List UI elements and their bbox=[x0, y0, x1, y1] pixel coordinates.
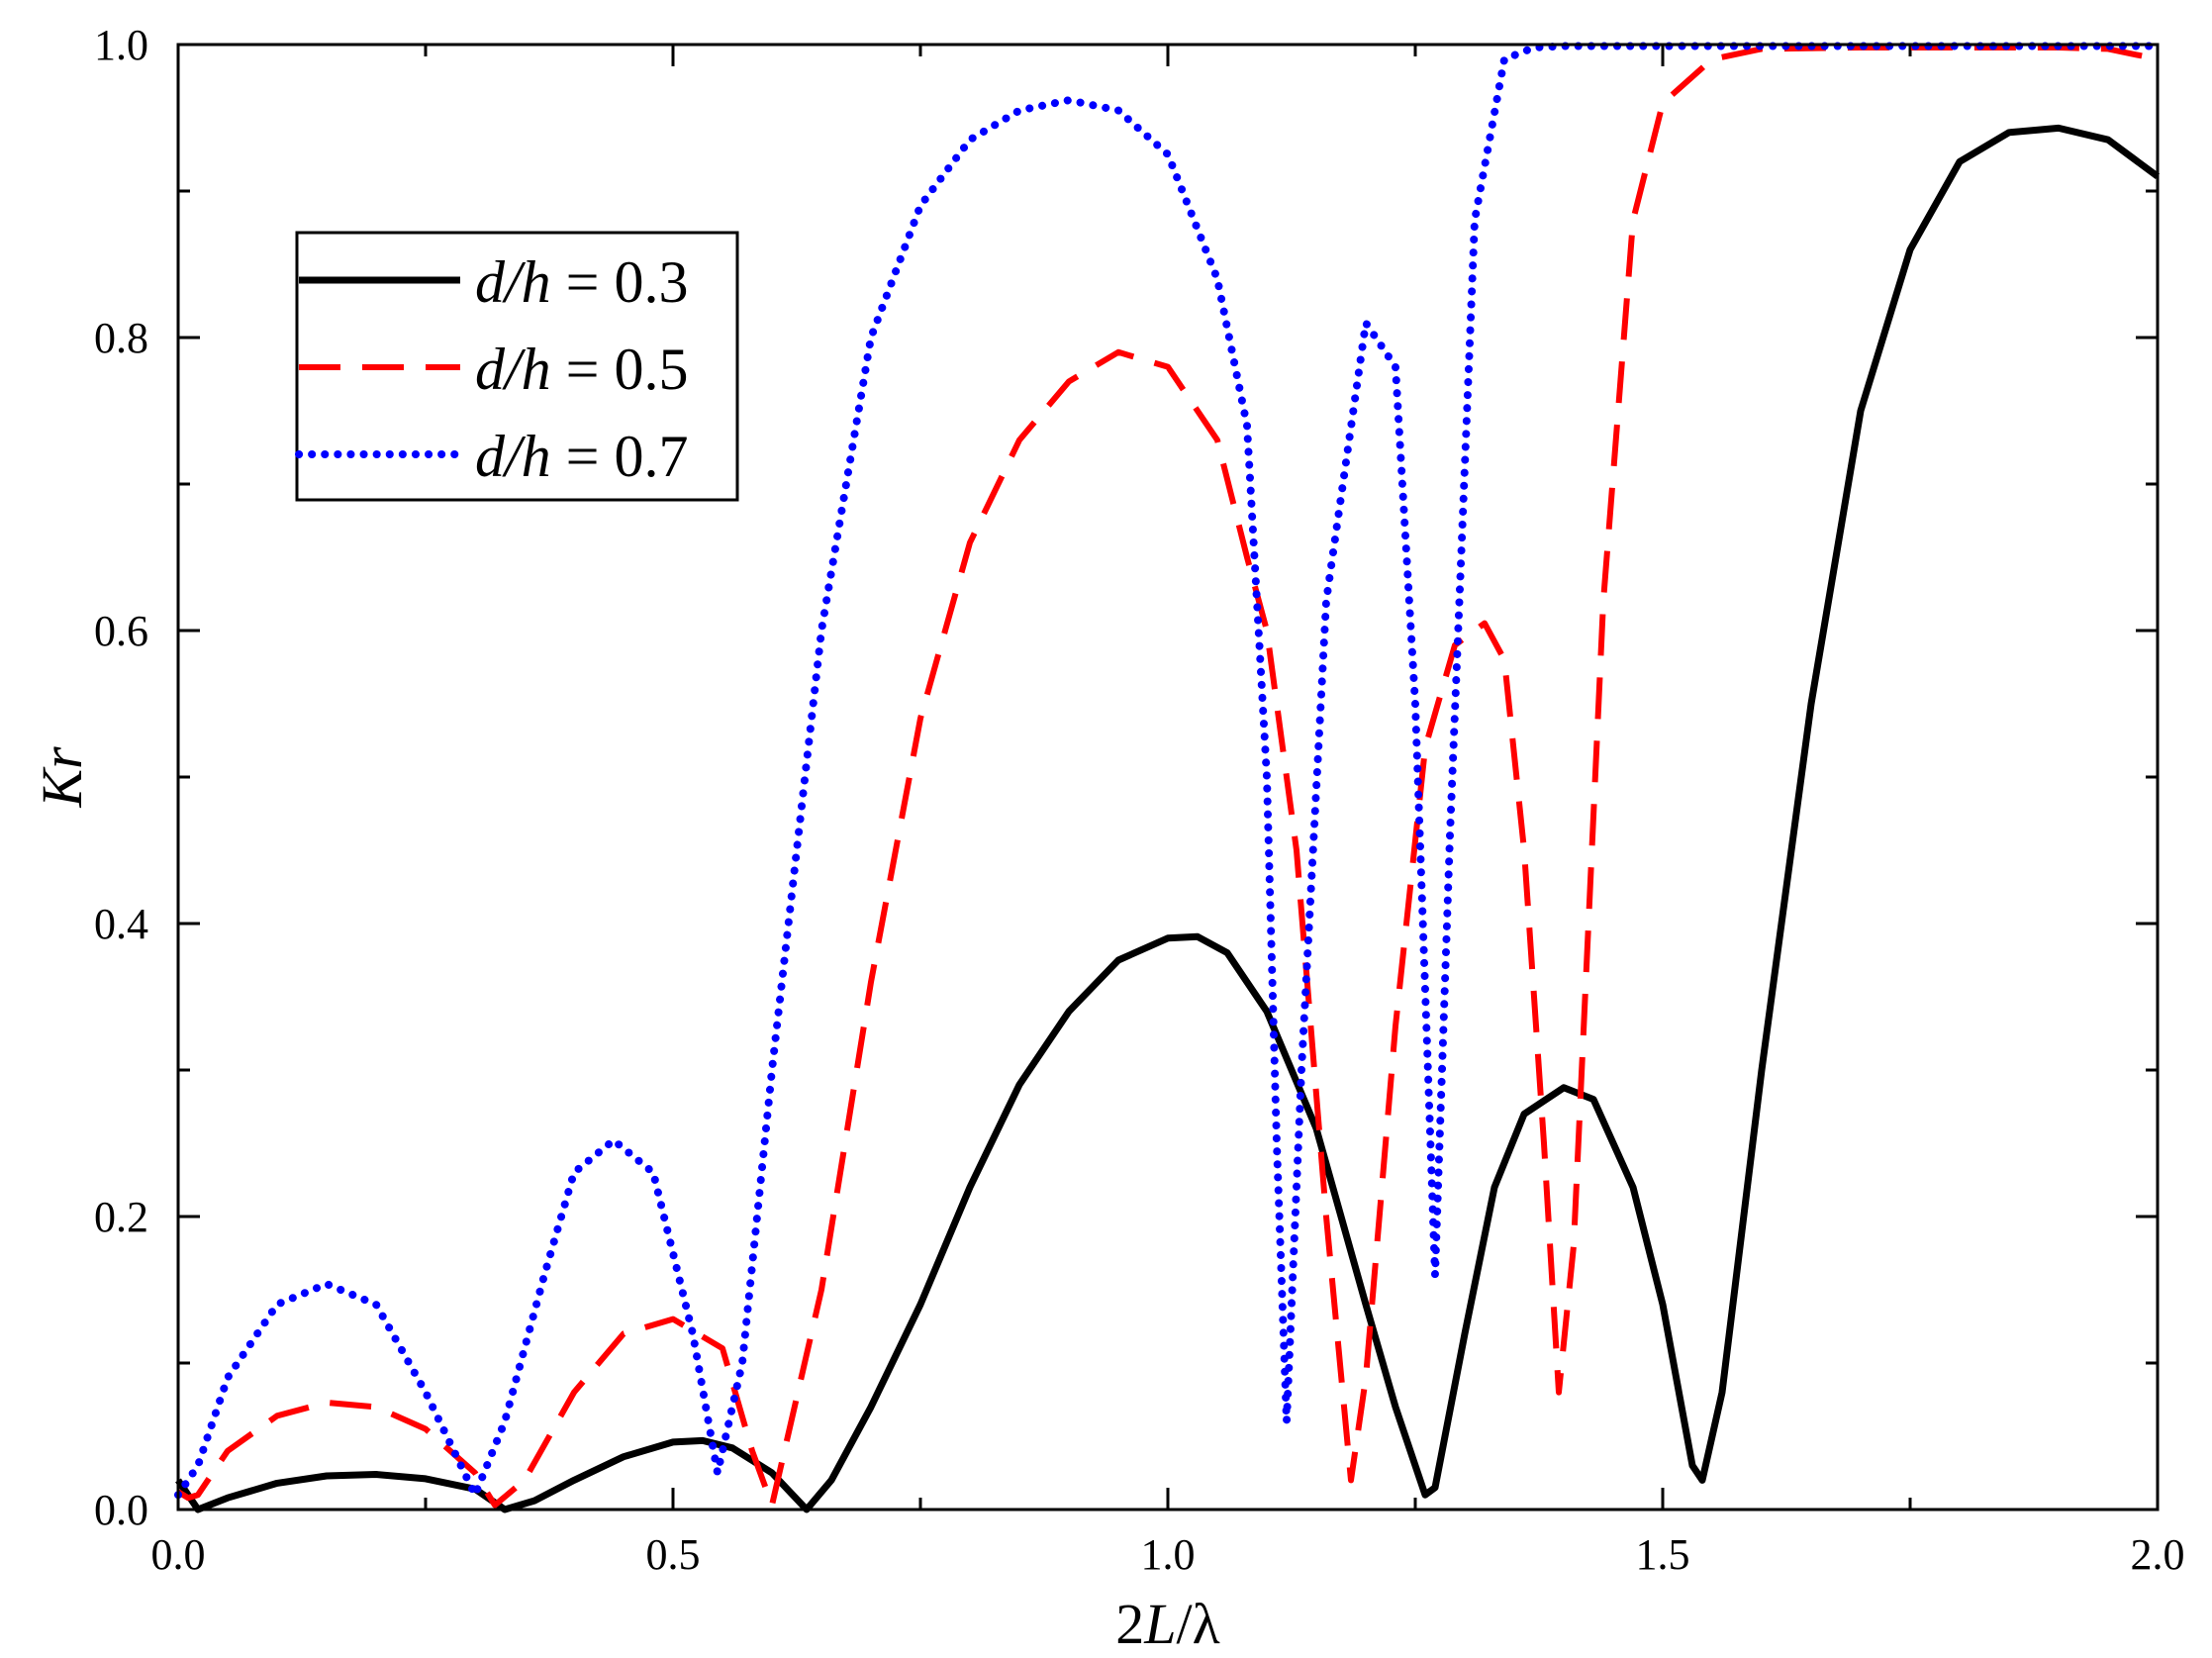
y-tick-label: 0.2 bbox=[94, 1193, 148, 1241]
x-tick-label: 0.0 bbox=[151, 1530, 206, 1579]
plot-frame bbox=[176, 43, 2160, 1512]
x-tick-label: 2.0 bbox=[2131, 1530, 2185, 1579]
y-tick-label: 0.8 bbox=[94, 314, 148, 362]
legend-label-value: = 0.5 bbox=[551, 337, 689, 402]
y-tick-label: 1.0 bbox=[94, 21, 148, 69]
x-axis-title: 2L/λ bbox=[1115, 1592, 1220, 1656]
legend-label-1: d/h = 0.3 bbox=[475, 249, 689, 315]
legend-label-3: d/h = 0.7 bbox=[475, 424, 689, 489]
legend-label-value: = 0.3 bbox=[551, 249, 689, 315]
x-tick-label: 1.0 bbox=[1141, 1530, 1196, 1579]
legend-label-italic: d/h bbox=[475, 424, 551, 489]
x-axis-title-prefix: 2 bbox=[1115, 1592, 1144, 1656]
x-tick-label: 0.5 bbox=[646, 1530, 701, 1579]
x-tick-label: 1.5 bbox=[1636, 1530, 1690, 1579]
x-axis-title-suffix: /λ bbox=[1177, 1592, 1220, 1656]
series-line-1 bbox=[175, 124, 2161, 1513]
series-line-3 bbox=[174, 42, 2162, 1500]
y-tick-label: 0.4 bbox=[94, 900, 148, 948]
legend-label-value: = 0.7 bbox=[551, 424, 689, 489]
series-line-2 bbox=[176, 45, 2159, 1509]
x-axis-title-italic: L bbox=[1143, 1592, 1176, 1656]
y-axis-title: Kr bbox=[30, 746, 94, 809]
legend-label-italic: d/h bbox=[475, 249, 551, 315]
x-axis-ticks: 0.0 0.5 1.0 1.5 2.0 bbox=[151, 45, 2185, 1579]
y-tick-label: 0.0 bbox=[94, 1486, 148, 1534]
series-lines bbox=[174, 42, 2162, 1513]
legend-label-2: d/h = 0.5 bbox=[475, 337, 689, 402]
legend-label-italic: d/h bbox=[475, 337, 551, 402]
y-tick-label: 0.6 bbox=[94, 607, 148, 655]
legend: d/h = 0.3d/h = 0.5d/h = 0.7 bbox=[295, 231, 739, 502]
